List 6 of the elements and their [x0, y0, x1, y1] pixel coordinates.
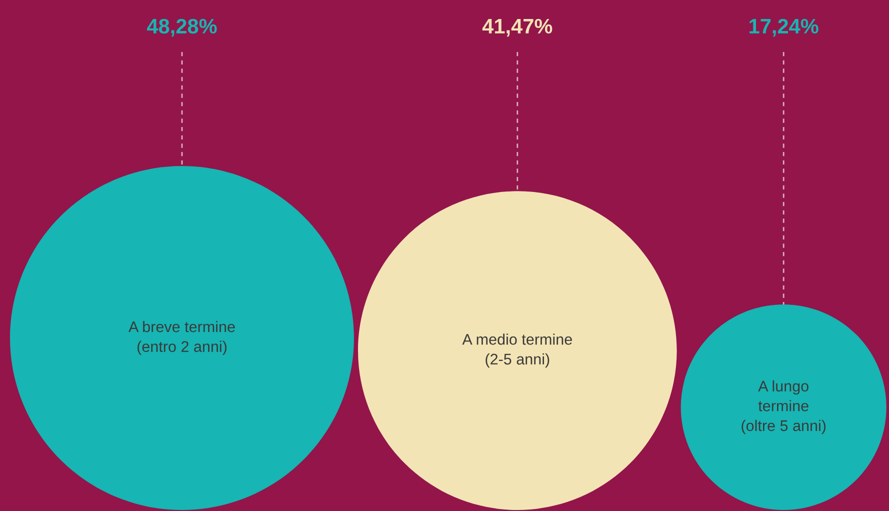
data-label: 41,47% [482, 18, 552, 37]
category-label: A breve termine (entro 2 anni) [128, 320, 235, 355]
data-label: 17,24% [750, 18, 818, 37]
data-label: 48,28% [146, 18, 217, 37]
category-label: A lungo termine (oltre 5 anni) [742, 380, 826, 434]
category-label: A medio termine (2-5 anni) [462, 334, 572, 368]
